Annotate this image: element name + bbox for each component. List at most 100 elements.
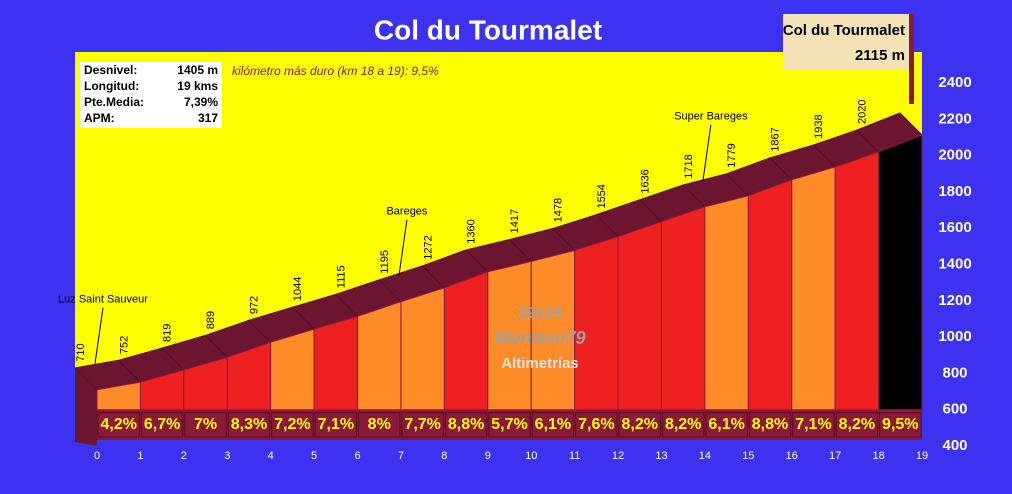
- bar: [574, 235, 619, 411]
- place-leader: [94, 307, 104, 364]
- y-tick-label: 800: [942, 364, 967, 381]
- place-label: Luz Saint Sauveur: [58, 294, 148, 306]
- elevation-label: 1044: [292, 277, 304, 301]
- elevation-label: 1779: [726, 143, 738, 167]
- elevation-label: 1272: [422, 235, 434, 259]
- stat-value: 1405 m: [177, 63, 218, 77]
- elevation-label: 2020: [856, 99, 868, 123]
- gradient-label: 9,5%: [882, 416, 918, 433]
- x-tick-label: 0: [94, 450, 100, 462]
- side-wall: [75, 367, 97, 446]
- gradient-label: 7,7%: [404, 416, 440, 433]
- gradient-label: 6,1%: [535, 416, 571, 433]
- elevation-label: 1417: [509, 209, 521, 233]
- stat-label: APM:: [84, 111, 115, 125]
- bar: [443, 271, 489, 411]
- x-tick-label: 11: [569, 450, 580, 462]
- gradient-box: [488, 412, 531, 438]
- gradient-box: [271, 412, 314, 438]
- gradient-label: 7,1%: [318, 416, 354, 433]
- y-tick-label: 2400: [938, 74, 971, 91]
- x-tick-label: 6: [354, 450, 360, 462]
- bar: [834, 151, 880, 411]
- x-tick-label: 5: [311, 450, 317, 462]
- gradient-label: 4,2%: [100, 416, 136, 433]
- elevation-label: 1867: [770, 127, 782, 151]
- stats: Desnivel: 1405 m Longitud: 19 kms Pte.Media:…: [84, 63, 218, 125]
- y-tick-label: 2200: [938, 110, 971, 127]
- elevation-label: 889: [205, 311, 217, 329]
- gradient-box: [618, 412, 661, 438]
- x-tick-label: 14: [699, 450, 711, 462]
- gradient-box: [227, 412, 271, 438]
- x-tick-label: 16: [786, 450, 798, 462]
- place-leader: [398, 219, 408, 276]
- summit-name: Col du Tourmalet: [783, 22, 905, 39]
- gradient-label: 7,6%: [578, 416, 614, 433]
- gradient-box: [748, 412, 792, 438]
- gradient-label: 8,3%: [231, 416, 267, 433]
- y-tick-label: 1800: [938, 183, 971, 200]
- gradient-box: [184, 412, 227, 438]
- summit-elevation: 2115 m: [855, 47, 905, 64]
- gradient-label: 8,2%: [665, 416, 701, 433]
- summit-pole: [909, 14, 914, 104]
- y-tick-label: 2000: [938, 147, 971, 164]
- place-leader: [702, 124, 712, 181]
- gradient-label: 7%: [194, 416, 217, 433]
- y-tick-label: 1600: [938, 219, 971, 236]
- elevation-label: 1195: [379, 250, 391, 274]
- stat-value: 7,39%: [184, 95, 218, 109]
- elevation-label: 972: [249, 296, 261, 314]
- gradient-label: 5,7%: [491, 416, 527, 433]
- gradient-box: [835, 412, 879, 438]
- watermark: Montero79: [494, 328, 585, 348]
- y-tick-label: 400: [942, 437, 967, 454]
- elevation-label: 1636: [639, 169, 651, 193]
- y-tick-label: 1200: [938, 292, 971, 309]
- x-tick-label: 15: [742, 450, 754, 462]
- x-tick-label: 4: [268, 450, 274, 462]
- x-tick-label: 10: [525, 450, 537, 462]
- plot: 4006008001000120014001600180020002200240…: [58, 47, 972, 462]
- note: kilómetro más duro (km 18 a 19): 9,5%: [232, 64, 439, 78]
- gradient-box: [97, 412, 140, 438]
- gradient-box: [705, 412, 748, 438]
- elevation-label: 1718: [683, 154, 695, 178]
- summit-box: [783, 14, 911, 70]
- gradient-box: [661, 412, 705, 438]
- elevation-label: 1938: [813, 114, 825, 138]
- gradient-label: 8,2%: [839, 416, 875, 433]
- gradient-box: [140, 412, 184, 438]
- stat-label: Longitud:: [84, 79, 139, 93]
- y-tick-label: 1400: [938, 255, 971, 272]
- place-label: Bareges: [386, 206, 427, 218]
- x-tick-label: 19: [916, 450, 928, 462]
- x-tick-label: 7: [398, 450, 404, 462]
- bar: [660, 206, 706, 411]
- gradient-label: 7,2%: [274, 416, 310, 433]
- stat-label: Pte.Media:: [84, 95, 144, 109]
- elevation-label: 819: [162, 324, 174, 342]
- gradient-label: 7,1%: [795, 416, 831, 433]
- watermark: 39x28: [518, 305, 563, 322]
- bar: [617, 220, 662, 411]
- gradient-box: [444, 412, 488, 438]
- elevation-label: 1115: [335, 265, 347, 288]
- gradient-box: [314, 412, 358, 438]
- place-label: Super Bareges: [674, 111, 748, 123]
- x-tick-label: 12: [612, 450, 624, 462]
- stat-value: 19 kms: [177, 79, 218, 93]
- stats-box: [80, 62, 222, 128]
- bar: [747, 179, 793, 411]
- x-tick-label: 18: [872, 450, 884, 462]
- chart-title: Col du Tourmalet: [374, 14, 602, 45]
- gradient-box: [792, 412, 835, 438]
- x-tick-label: 9: [485, 450, 491, 462]
- bar: [357, 301, 402, 411]
- gradient-label: 6,1%: [708, 416, 744, 433]
- bar: [400, 287, 445, 411]
- stat-value: 317: [198, 111, 218, 125]
- gradient-label: 8,2%: [622, 416, 658, 433]
- x-tick-label: 3: [224, 450, 230, 462]
